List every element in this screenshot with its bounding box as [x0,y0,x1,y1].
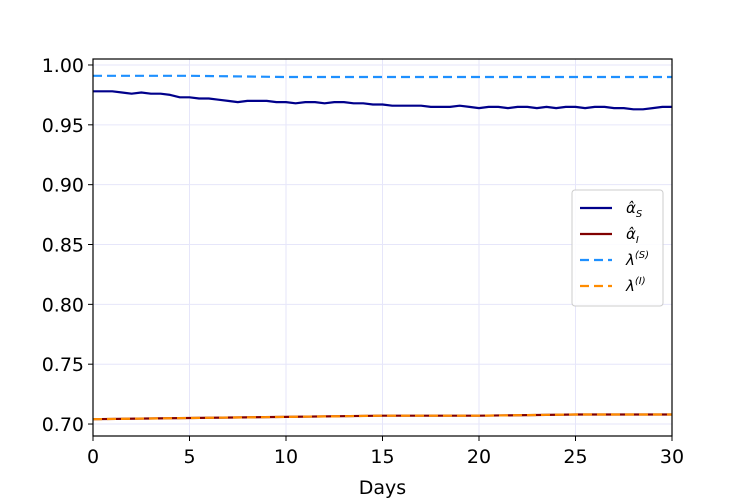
y-tick-label: 0.95 [42,115,84,137]
x-axis-title: Days [359,477,406,498]
legend-symbol: λ [625,251,635,269]
y-tick-label: 0.85 [42,235,84,257]
y-tick-label: 0.90 [42,175,84,197]
x-tick-label: 20 [467,446,491,468]
y-tick-label: 0.70 [42,414,84,436]
x-tick-label: 5 [183,446,195,468]
legend-subscript: S [636,209,643,220]
legend-label-lambda_I: λ(I) [625,276,646,295]
legend-superscript: (S) [635,250,649,261]
series-line-alpha_S [93,90,672,111]
legend-superscript: (I) [635,276,646,287]
series-layer [92,74,672,421]
x-tick-label: 30 [660,446,684,468]
legend-symbol: λ [625,277,635,295]
legend-symbol: α̂ [626,199,636,217]
y-tick-label: 0.75 [42,354,84,376]
legend-label-lambda_S: λ(S) [625,250,649,269]
series-line-lambda_S [93,74,672,79]
x-tick-label: 15 [370,446,394,468]
legend-symbol: α̂ [626,225,636,243]
y-axis: 0.70 0.75 0.80 0.85 0.90 0.95 1.00 [42,55,93,436]
legend-label-alpha_S: α̂S [626,199,643,220]
x-axis: 0 5 10 15 20 25 30 [87,436,684,468]
x-tick-label: 10 [274,446,298,468]
legend-subscript: I [636,235,639,246]
y-tick-label: 0.80 [42,294,84,316]
legend: α̂Sα̂Iλ(S)λ(I) [571,189,664,307]
y-tick-label: 1.00 [42,55,84,77]
legend-box [571,189,664,307]
series-line-lambda_I [92,413,672,421]
legend-label-alpha_I: α̂I [626,225,639,246]
x-tick-label: 25 [563,446,587,468]
x-tick-label: 0 [87,446,99,468]
